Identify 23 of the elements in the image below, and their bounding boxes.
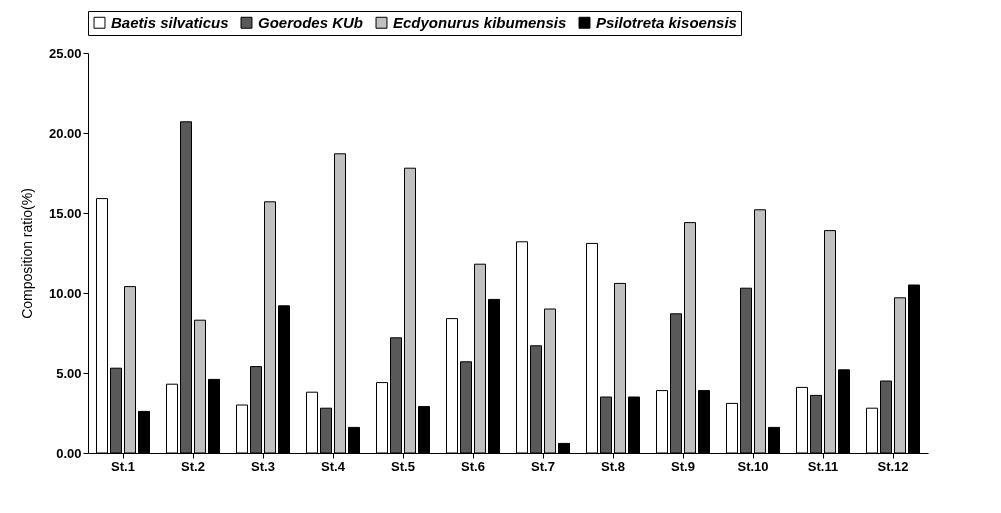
- y-axis-title: Composition ratio(%): [18, 188, 35, 319]
- y-tick-label: 5.00: [56, 365, 82, 381]
- x-tick-label: St.3: [251, 458, 275, 474]
- y-tick-label: 25.00: [48, 45, 82, 61]
- x-tick-label: St.12: [877, 458, 909, 474]
- x-tick-label: St.7: [531, 458, 555, 474]
- x-tick-label: St.6: [461, 458, 485, 474]
- x-tick-label: St.9: [671, 458, 695, 474]
- legend-label: Psilotreta kisoensis: [596, 13, 737, 31]
- y-tick-label: 10.00: [48, 285, 82, 301]
- legend-label: Ecdyonurus kibumensis: [393, 13, 567, 31]
- x-tick-label: St.2: [181, 458, 205, 474]
- x-tick-label: St.5: [391, 458, 415, 474]
- y-tick-label: 15.00: [48, 205, 82, 221]
- x-tick-label: St.4: [321, 458, 346, 474]
- y-tick-label: 20.00: [48, 125, 82, 141]
- y-tick-label: 0.00: [56, 445, 82, 461]
- legend-label: Goerodes KUb: [258, 13, 364, 31]
- x-tick-label: St.1: [111, 458, 135, 474]
- x-tick-label: St.8: [601, 458, 625, 474]
- legend-label: Baetis silvaticus: [111, 13, 229, 31]
- x-tick-label: St.11: [807, 458, 839, 474]
- x-tick-label: St.10: [737, 458, 769, 474]
